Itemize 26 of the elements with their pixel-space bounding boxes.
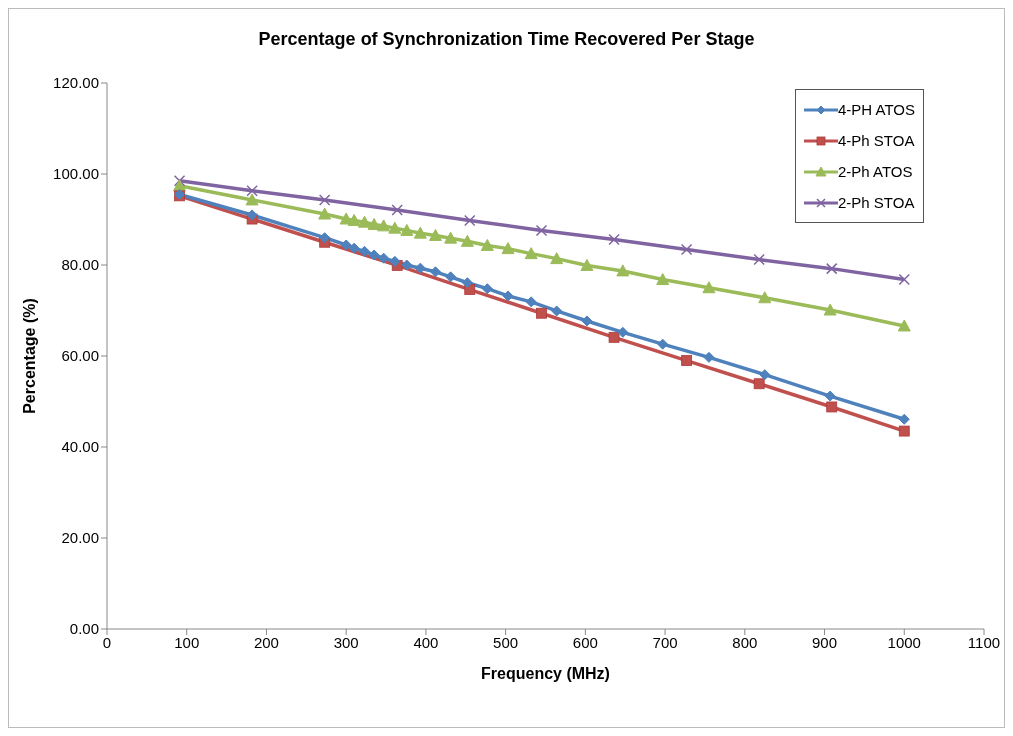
legend-label: 4-Ph STOA [838,132,915,149]
x-tick-label: 400 [413,633,439,651]
x-axis-title: Frequency (MHz) [481,665,610,682]
x-tick-label: 800 [732,633,758,651]
x-tick-label: 0 [102,633,112,651]
y-tick-label: 100.00 [53,165,99,183]
legend-label: 2-Ph ATOS [838,163,913,180]
y-tick-label: 40.00 [61,438,99,456]
x-tick-label: 700 [652,633,678,651]
x-tick-label: 1100 [967,633,1001,651]
legend-label: 2-Ph STOA [838,194,915,211]
legend-label: 4-PH ATOS [838,101,915,118]
y-tick-label: 0.00 [69,620,99,638]
y-axis-title: Percentage (%) [20,298,38,414]
y-tick-label: 80.00 [61,256,99,274]
y-tick-label: 60.00 [61,347,99,365]
y-tick-label: 120.00 [53,74,99,92]
x-tick-label: 500 [493,633,519,651]
x-tick-label: 600 [572,633,598,651]
y-tick-label: 20.00 [61,529,99,547]
x-tick-label: 1000 [887,633,921,651]
x-tick-label: 200 [253,633,279,651]
x-tick-label: 900 [812,633,838,651]
x-tick-label: 100 [174,633,200,651]
x-tick-label: 300 [333,633,359,651]
chart-title: Percentage of Synchronization Time Recovered Per Stage [257,29,756,50]
